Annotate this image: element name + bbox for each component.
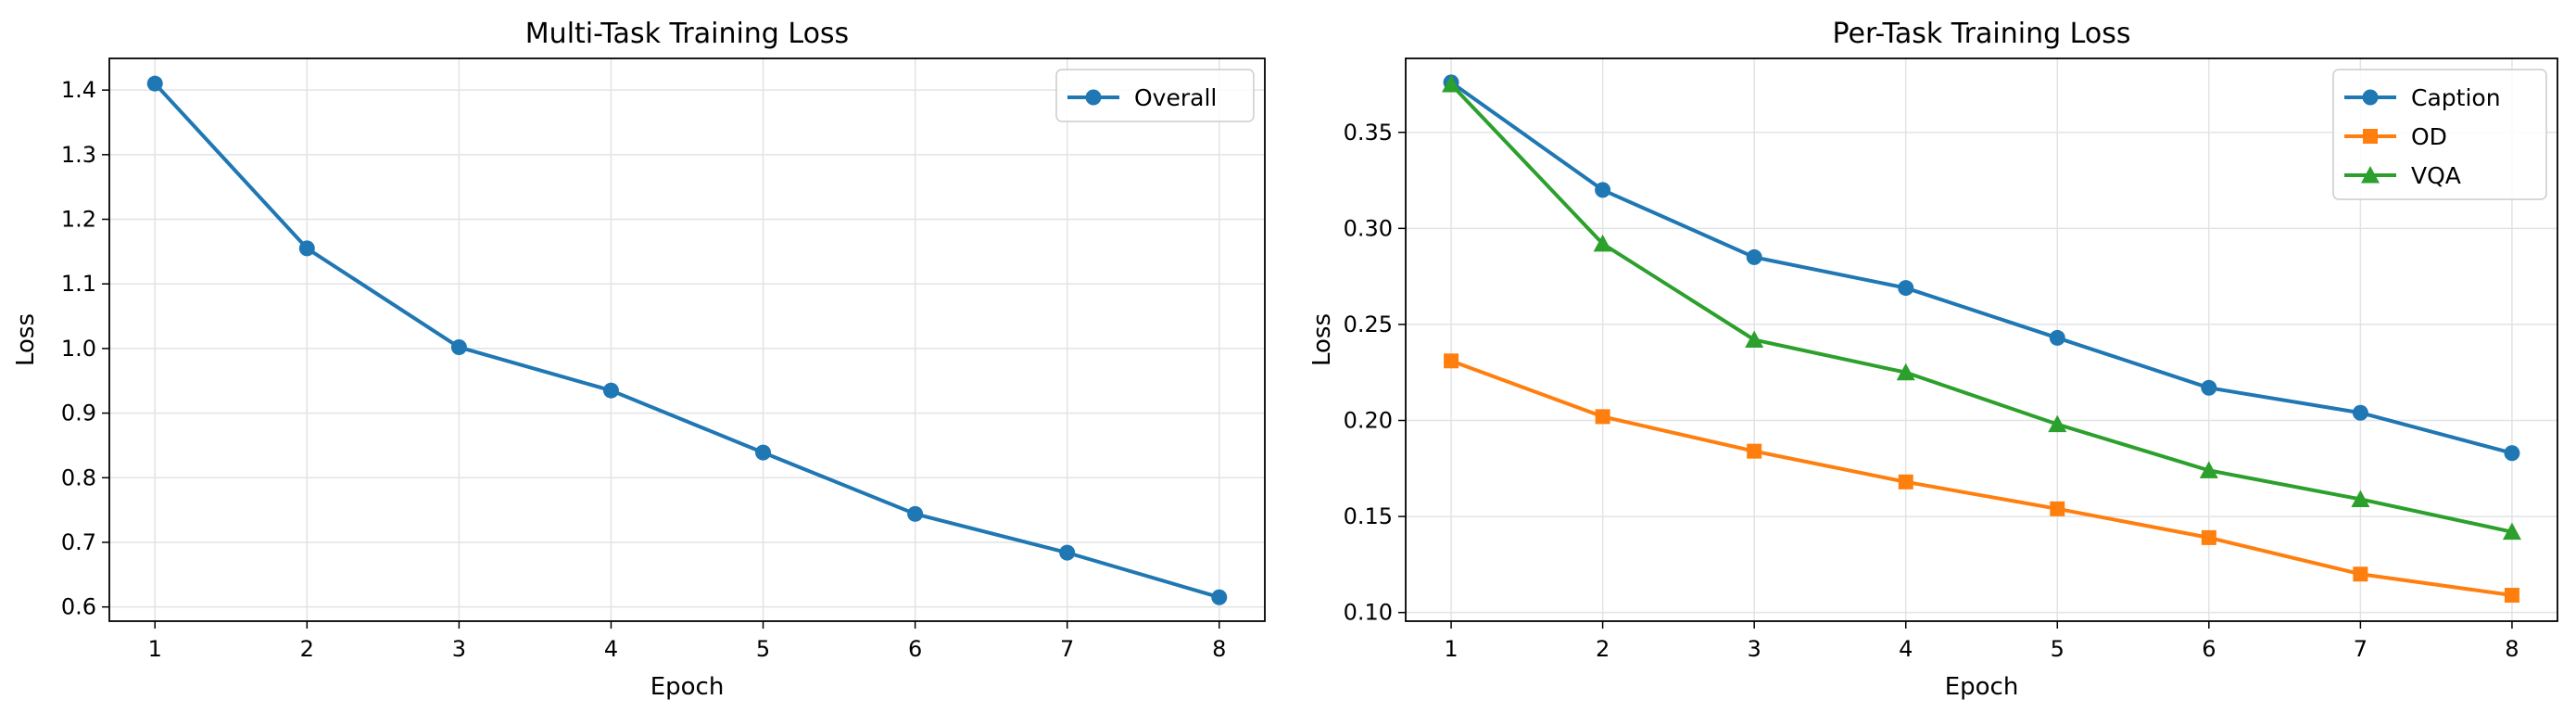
legend-marker: [2363, 129, 2378, 144]
legend-label: VQA: [2411, 162, 2461, 189]
x-tick-label: 2: [300, 636, 314, 662]
legend-item: OD: [2344, 123, 2447, 150]
legend-item: Overall: [1067, 84, 1217, 111]
point-caption: [2049, 329, 2065, 346]
x-tick-label: 3: [1748, 636, 1762, 662]
y-tick-label: 0.30: [1344, 215, 1393, 241]
x-tick-label: 8: [1212, 636, 1226, 662]
line-caption: [1449, 81, 2513, 455]
legend-label: OD: [2411, 123, 2447, 150]
x-tick-label: 4: [1899, 636, 1913, 662]
legend: Overall: [1055, 69, 1255, 122]
y-tick-label: 0.6: [61, 594, 96, 620]
x-tick-label: 6: [2202, 636, 2216, 662]
legend-box: [1055, 69, 1255, 122]
x-tick-label: 1: [148, 636, 162, 662]
point-overall: [907, 505, 924, 522]
x-tick-label: 5: [2051, 636, 2065, 662]
legend-item: Caption: [2344, 84, 2501, 111]
y-tick-label: 0.10: [1344, 600, 1393, 626]
plot-frame: [108, 57, 1266, 622]
line-overall: [153, 82, 1220, 600]
point-caption: [1898, 280, 1914, 297]
point-overall: [1059, 544, 1076, 561]
series-vqa: [1442, 74, 2521, 541]
legend-box: [2332, 69, 2547, 200]
x-axis-label: Epoch: [650, 673, 725, 701]
chart-title: Multi-Task Training Loss: [525, 18, 849, 50]
point-overall: [755, 444, 772, 461]
point-overall: [602, 382, 619, 399]
x-tick-label: 7: [2354, 636, 2368, 662]
point-overall: [1211, 589, 1228, 605]
point-vqa: [2048, 414, 2067, 433]
y-tick-label: 0.15: [1344, 503, 1393, 529]
x-tick-label: 8: [2505, 636, 2519, 662]
legend-marker: [2361, 166, 2380, 184]
point-overall: [298, 240, 315, 257]
series-overall: [146, 75, 1228, 605]
point-vqa: [1593, 234, 1612, 252]
point-vqa: [2351, 490, 2370, 507]
y-tick-label: 0.35: [1344, 120, 1393, 146]
point-vqa: [1896, 362, 1915, 381]
series-caption: [1443, 74, 2520, 462]
x-tick-label: 5: [756, 636, 770, 662]
chart-multi-task-loss: 1 2 3 4 5 6 7 8 0.6 0.7 0.8 0.9 1.0 1.1 1.2 1.3 1.4 Multi…: [12, 18, 1266, 701]
x-tick-label: 2: [1596, 636, 1610, 662]
legend-marker: [1085, 89, 1102, 106]
y-tick-label: 1.3: [61, 142, 96, 168]
y-axis-label: Loss: [12, 313, 40, 366]
point-vqa: [1442, 74, 1461, 93]
point-caption: [2201, 379, 2217, 396]
y-tick-label: 0.7: [61, 529, 96, 555]
point-overall: [450, 339, 467, 356]
point-od: [2050, 501, 2065, 516]
point-overall: [146, 75, 163, 92]
point-od: [2353, 566, 2368, 582]
point-od: [1595, 409, 1610, 425]
legend-marker: [2362, 89, 2379, 106]
y-axis-label: Loss: [1308, 313, 1336, 366]
line-od: [1450, 359, 2513, 598]
legend-label: Overall: [1134, 84, 1217, 111]
y-tick-label: 0.8: [61, 464, 96, 490]
point-caption: [1746, 248, 1762, 265]
point-caption: [1595, 182, 1611, 198]
point-caption: [2504, 445, 2520, 462]
legend-label: Caption: [2411, 84, 2501, 111]
point-caption: [2352, 404, 2368, 421]
y-tick-label: 1.4: [61, 77, 96, 103]
y-tick-label: 1.0: [61, 336, 96, 362]
legend-item: VQA: [2344, 162, 2461, 189]
plot-frame: [1405, 57, 2558, 622]
point-vqa: [2199, 461, 2218, 478]
x-tick-label: 4: [604, 636, 618, 662]
y-tick-label: 1.2: [61, 207, 96, 233]
chart-per-task-loss: 1 2 3 4 5 6 7 8 0.10 0.15 0.20 0.25 0.30 0.35 Per-Task…: [1308, 18, 2558, 701]
point-od: [2504, 588, 2519, 604]
x-tick-label: 7: [1060, 636, 1074, 662]
x-tick-label: 1: [1444, 636, 1458, 662]
y-tick-label: 0.20: [1344, 408, 1393, 434]
chart-title: Per-Task Training Loss: [1833, 18, 2131, 50]
x-tick-label: 6: [908, 636, 922, 662]
y-tick-label: 0.9: [61, 401, 96, 426]
x-axis-label: Epoch: [1945, 673, 2019, 701]
y-tick-label: 0.25: [1344, 312, 1393, 337]
line-vqa: [1449, 83, 2513, 534]
x-tick-label: 3: [452, 636, 466, 662]
point-vqa: [1745, 330, 1764, 348]
point-od: [1747, 443, 1762, 459]
series-od: [1444, 353, 2519, 604]
legend: Caption OD VQA: [2332, 69, 2547, 200]
point-vqa: [2502, 522, 2521, 541]
point-od: [1444, 353, 1459, 369]
point-od: [2201, 529, 2216, 545]
y-tick-label: 1.1: [61, 271, 96, 297]
point-od: [1898, 474, 1913, 490]
